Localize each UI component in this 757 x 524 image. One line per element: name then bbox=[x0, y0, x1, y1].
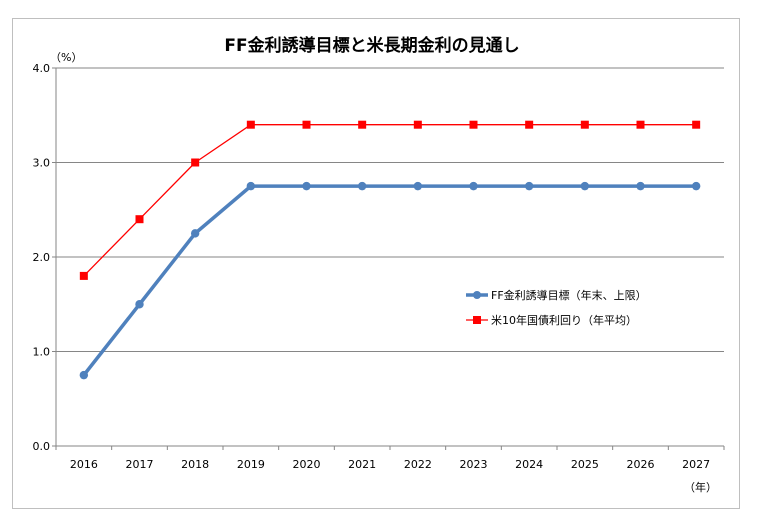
x-tick-label: 2021 bbox=[348, 458, 376, 471]
chart-frame bbox=[12, 18, 740, 509]
x-tick-labels: 2016 2017 2018 2019 2020 2021 2022 2023 2024 2025… bbox=[70, 458, 710, 471]
series-point-1 bbox=[692, 120, 701, 129]
series-line-1 bbox=[83, 124, 697, 277]
series-point-1 bbox=[413, 120, 422, 129]
x-unit-label: （年） bbox=[684, 480, 717, 494]
y-tick-label: 2.0 bbox=[33, 251, 51, 264]
series-point-1 bbox=[358, 120, 367, 129]
x-tick-label: 2025 bbox=[571, 458, 599, 471]
legend-marker-1 bbox=[473, 316, 481, 324]
series-point-1 bbox=[135, 215, 144, 224]
axes bbox=[52, 67, 725, 450]
series-point-1 bbox=[636, 120, 645, 129]
series-point-0 bbox=[357, 181, 367, 191]
series bbox=[79, 120, 701, 380]
series-point-0 bbox=[190, 229, 200, 238]
series-point-0 bbox=[636, 181, 645, 191]
chart-title: FF金利誘導目標と米長期金利の見通し bbox=[224, 35, 519, 56]
series-point-1 bbox=[580, 120, 589, 129]
x-tick-label: 2020 bbox=[293, 458, 321, 471]
y-unit-label: （%） bbox=[50, 51, 82, 64]
legend-label-0: FF金利誘導目標（年末、上限） bbox=[491, 288, 647, 302]
series-point-1 bbox=[79, 271, 88, 280]
series-point-1 bbox=[246, 120, 255, 129]
series-point-0 bbox=[246, 181, 256, 191]
legend-marker-0 bbox=[473, 291, 481, 299]
series-point-1 bbox=[525, 120, 534, 129]
series-point-0 bbox=[79, 370, 89, 380]
y-tick-label: 1.0 bbox=[33, 346, 51, 359]
x-tick-label: 2022 bbox=[404, 458, 432, 471]
x-tick-label: 2019 bbox=[237, 458, 265, 471]
gridlines bbox=[56, 67, 724, 352]
series-line-0 bbox=[82, 184, 697, 377]
x-tick-label: 2016 bbox=[70, 458, 98, 471]
series-point-0 bbox=[469, 181, 478, 191]
x-tick-label: 2017 bbox=[126, 458, 154, 471]
y-tick-label: 0.0 bbox=[33, 440, 51, 453]
x-tick-label: 2026 bbox=[627, 458, 655, 471]
y-tick-label: 4.0 bbox=[33, 62, 51, 75]
series-point-1 bbox=[302, 120, 311, 129]
y-tick-label: 3.0 bbox=[33, 157, 51, 170]
x-tick-label: 2024 bbox=[515, 458, 543, 471]
x-tick-label: 2018 bbox=[181, 458, 209, 471]
x-tick-label: 2027 bbox=[682, 458, 710, 471]
series-point-1 bbox=[469, 120, 478, 129]
legend: FF金利誘導目標（年末、上限） 米10年国債利回り（年平均） bbox=[466, 288, 647, 327]
legend-label-1: 米10年国債利回り（年平均） bbox=[491, 313, 637, 327]
series-point-1 bbox=[191, 158, 200, 167]
series-point-0 bbox=[413, 181, 423, 191]
series-point-0 bbox=[580, 181, 590, 191]
series-point-0 bbox=[135, 300, 144, 309]
series-point-0 bbox=[691, 181, 701, 191]
series-point-0 bbox=[302, 181, 311, 191]
x-tick-label: 2023 bbox=[460, 458, 488, 471]
y-tick-labels: 0.0 1.0 2.0 3.0 4.0 bbox=[33, 62, 51, 453]
series-point-0 bbox=[524, 181, 534, 191]
